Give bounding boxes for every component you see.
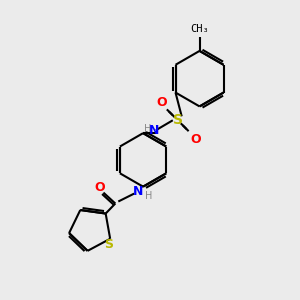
Text: CH₃: CH₃ [190,24,209,34]
Text: O: O [190,133,201,146]
Text: O: O [157,96,167,109]
Text: S: S [104,238,113,251]
Text: H: H [145,190,153,201]
Text: O: O [94,181,105,194]
Text: S: S [173,113,183,127]
Text: N: N [133,185,143,198]
Text: H: H [144,124,152,134]
Text: N: N [149,124,159,137]
